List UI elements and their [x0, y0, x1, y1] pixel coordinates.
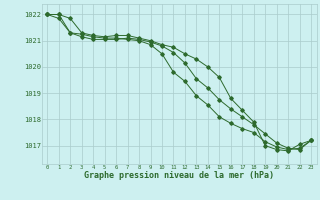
X-axis label: Graphe pression niveau de la mer (hPa): Graphe pression niveau de la mer (hPa)	[84, 171, 274, 180]
